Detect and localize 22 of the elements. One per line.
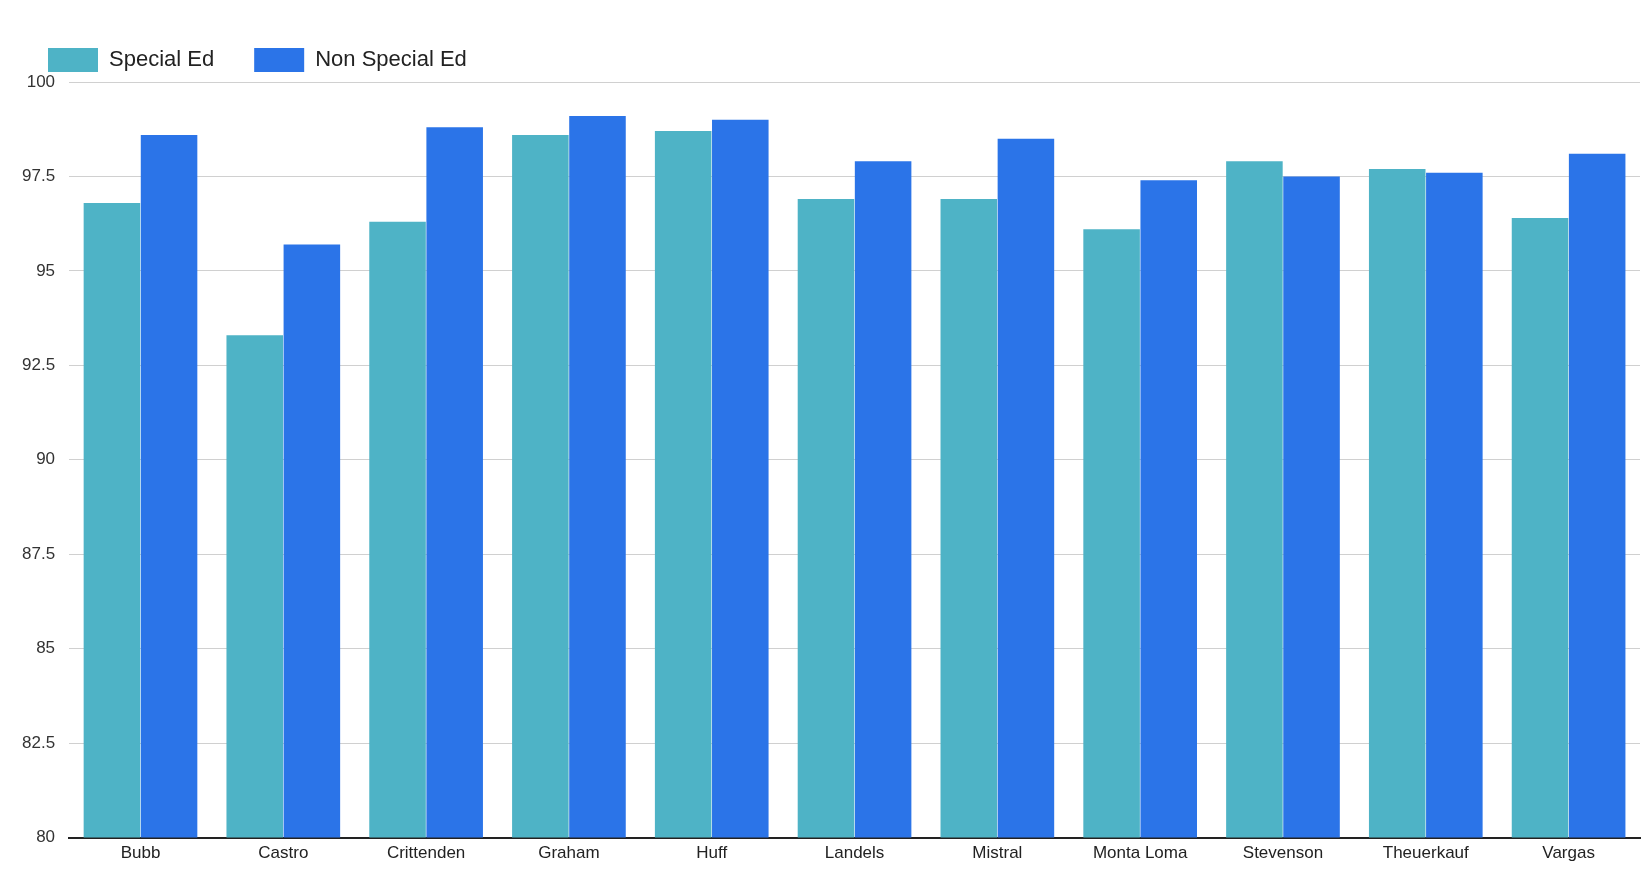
- x-tick-label: Vargas: [1542, 843, 1595, 863]
- y-tick-label: 100: [26, 71, 56, 91]
- y-tick-label: 87.5: [21, 543, 56, 563]
- x-tick-label: Stevenson: [1242, 843, 1324, 863]
- y-tick-label: 82.5: [21, 732, 56, 752]
- y-tick-label: 85: [36, 638, 56, 658]
- x-tick-label: Monta Loma: [1092, 843, 1188, 863]
- y-tick-label: 95: [36, 260, 56, 280]
- y-tick-label: 92.5: [21, 355, 56, 375]
- y-tick-label: 97.5: [21, 166, 56, 186]
- x-tick-label: Castro: [258, 843, 309, 863]
- x-tick-label: Mistral: [972, 843, 1023, 863]
- x-tick-label: Huff: [696, 843, 728, 863]
- x-tick-label: Landels: [824, 843, 885, 863]
- x-tick-label: Bubb: [120, 843, 161, 863]
- y-tick-label: 90: [36, 449, 56, 469]
- y-tick-label: 80: [36, 827, 56, 847]
- x-tick-label: Theuerkauf: [1382, 843, 1470, 863]
- x-tick-label: Crittenden: [386, 843, 466, 863]
- legend-label: Special Ed: [109, 46, 215, 72]
- x-tick-label: Graham: [538, 843, 600, 863]
- legend-label: Non Special Ed: [315, 46, 467, 72]
